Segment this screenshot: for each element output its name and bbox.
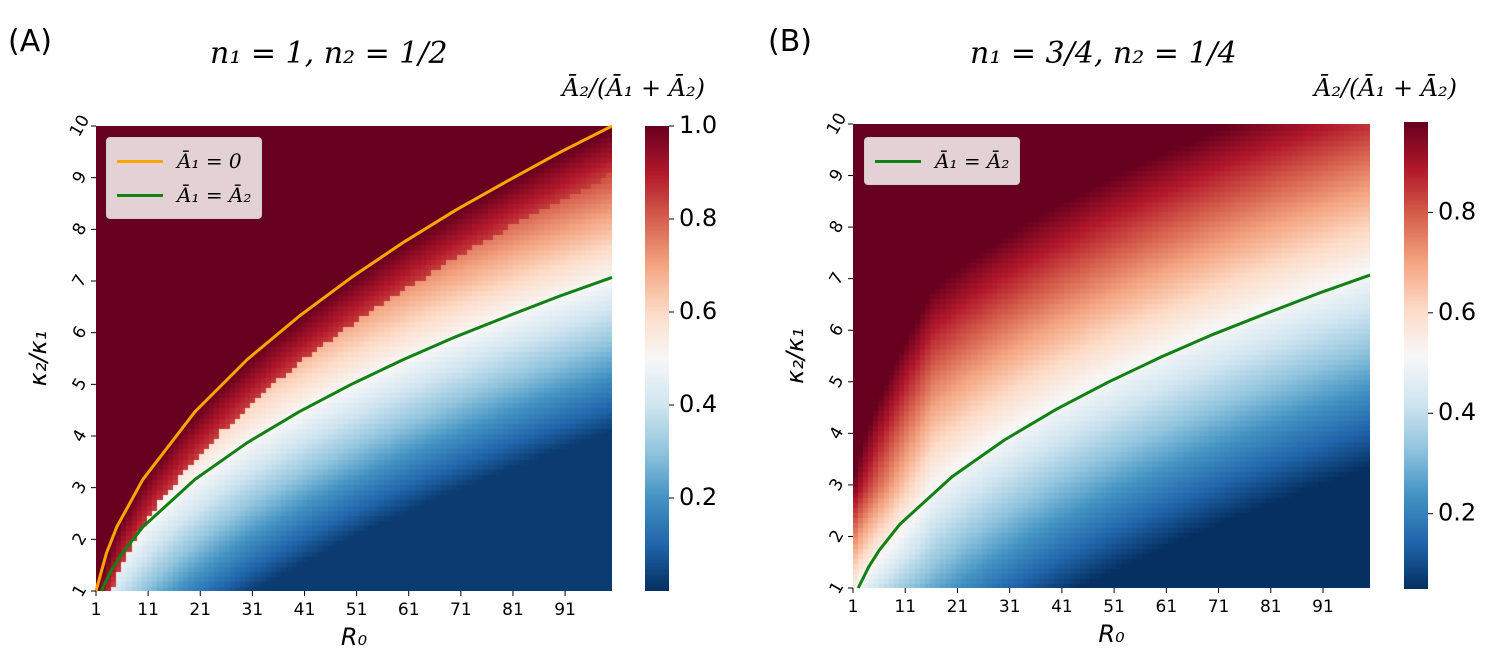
cbar-tick-label-a-2: 0.6: [679, 297, 717, 325]
legend-a-row-green: Ā₁ = Ā₂: [117, 178, 251, 212]
xtick-label-a-9: 91: [554, 600, 576, 620]
ytick-label-b-9: 10: [823, 110, 851, 139]
legend-b: Ā₁ = Ā₂: [864, 137, 1021, 185]
ytick-label-a-2: 3: [69, 478, 92, 497]
panel-label-a: (A): [8, 24, 52, 59]
ytick-label-a-5: 6: [69, 323, 92, 342]
xtick-label-b-3: 31: [999, 597, 1021, 617]
xtick-label-a-3: 31: [242, 600, 264, 620]
cbar-tick-label-b-3: 0.8: [1438, 197, 1476, 225]
ytick-label-a-6: 7: [69, 271, 92, 290]
colorbar-a: [645, 126, 669, 591]
cbar-tick-label-a-4: 1.0: [679, 111, 717, 139]
legend-a-label-orange: Ā₁ = 0: [177, 149, 242, 173]
ytick-label-b-6: 7: [826, 269, 849, 288]
legend-a-row-orange: Ā₁ = 0: [117, 144, 251, 178]
curve-b-0: [856, 273, 1371, 589]
legend-b-swatch-green: [875, 159, 921, 163]
ytick-label-b-1: 2: [826, 527, 849, 546]
cbar-tick-label-a-3: 0.8: [679, 204, 717, 232]
xtick-label-b-6: 61: [1156, 597, 1178, 617]
cbar-tick-label-b-0: 0.2: [1438, 499, 1476, 527]
xtick-label-a-0: 1: [91, 600, 102, 620]
ytick-label-b-0: 1: [826, 578, 849, 597]
xlabel-a: R₀: [341, 623, 368, 651]
legend-a-swatch-orange: [117, 159, 163, 163]
legend-a-swatch-green: [117, 193, 163, 197]
ylabel-a: κ₂/κ₁: [24, 331, 52, 387]
xtick-label-b-0: 1: [848, 597, 859, 617]
xtick-label-b-4: 41: [1051, 597, 1073, 617]
xtick-label-b-5: 51: [1103, 597, 1125, 617]
xtick-label-b-9: 91: [1312, 597, 1334, 617]
cbar-tick-label-a-0: 0.2: [679, 483, 717, 511]
cbar-tick-label-a-1: 0.4: [679, 390, 717, 418]
curve-a-0: [94, 124, 613, 592]
xtick-label-a-1: 11: [137, 600, 159, 620]
heatmap-b: [853, 124, 1370, 588]
xtick-label-b-7: 71: [1208, 597, 1230, 617]
ytick-label-a-7: 8: [69, 220, 92, 239]
cbar-tick-label-b-2: 0.6: [1438, 298, 1476, 326]
xtick-label-a-4: 41: [294, 600, 316, 620]
ytick-label-a-4: 5: [69, 375, 92, 394]
xtick-label-a-7: 71: [450, 600, 472, 620]
xtick-label-b-1: 11: [894, 597, 916, 617]
colorbar-title-a: Ā₂/(Ā₁ + Ā₂): [562, 74, 706, 102]
ytick-label-b-7: 8: [826, 217, 849, 236]
xtick-label-a-5: 51: [346, 600, 368, 620]
ytick-label-b-2: 3: [826, 475, 849, 494]
ytick-label-b-3: 4: [826, 424, 849, 443]
ytick-label-a-1: 2: [69, 530, 92, 549]
title-b: n₁ = 3/4, n₂ = 1/4: [970, 36, 1237, 71]
panel-label-b: (B): [768, 24, 812, 59]
ytick-label-a-3: 4: [69, 426, 92, 445]
ytick-label-a-0: 1: [69, 581, 92, 600]
ytick-label-b-8: 9: [826, 166, 849, 185]
curve-a-1: [99, 275, 613, 592]
legend-b-row-green: Ā₁ = Ā₂: [875, 144, 1009, 178]
colorbar-title-b: Ā₂/(Ā₁ + Ā₂): [1314, 74, 1458, 102]
ylabel-b: κ₂/κ₁: [781, 328, 809, 384]
cbar-tick-label-b-1: 0.4: [1438, 398, 1476, 426]
ytick-label-a-8: 9: [69, 168, 92, 187]
xtick-label-a-8: 81: [502, 600, 524, 620]
ytick-label-a-9: 10: [66, 112, 94, 141]
colorbar-b: [1404, 122, 1428, 589]
legend-a-label-green: Ā₁ = Ā₂: [177, 183, 252, 207]
xtick-label-b-2: 21: [947, 597, 969, 617]
xtick-label-a-6: 61: [398, 600, 420, 620]
legend-a: Ā₁ = 0 Ā₁ = Ā₂: [106, 137, 263, 219]
xlabel-b: R₀: [1098, 620, 1125, 648]
ytick-label-b-4: 5: [826, 372, 849, 391]
ytick-label-b-5: 6: [826, 321, 849, 340]
title-a: n₁ = 1, n₂ = 1/2: [210, 36, 448, 71]
legend-b-label-green: Ā₁ = Ā₂: [935, 149, 1010, 173]
xtick-label-a-2: 21: [189, 600, 211, 620]
xtick-label-b-8: 81: [1260, 597, 1282, 617]
